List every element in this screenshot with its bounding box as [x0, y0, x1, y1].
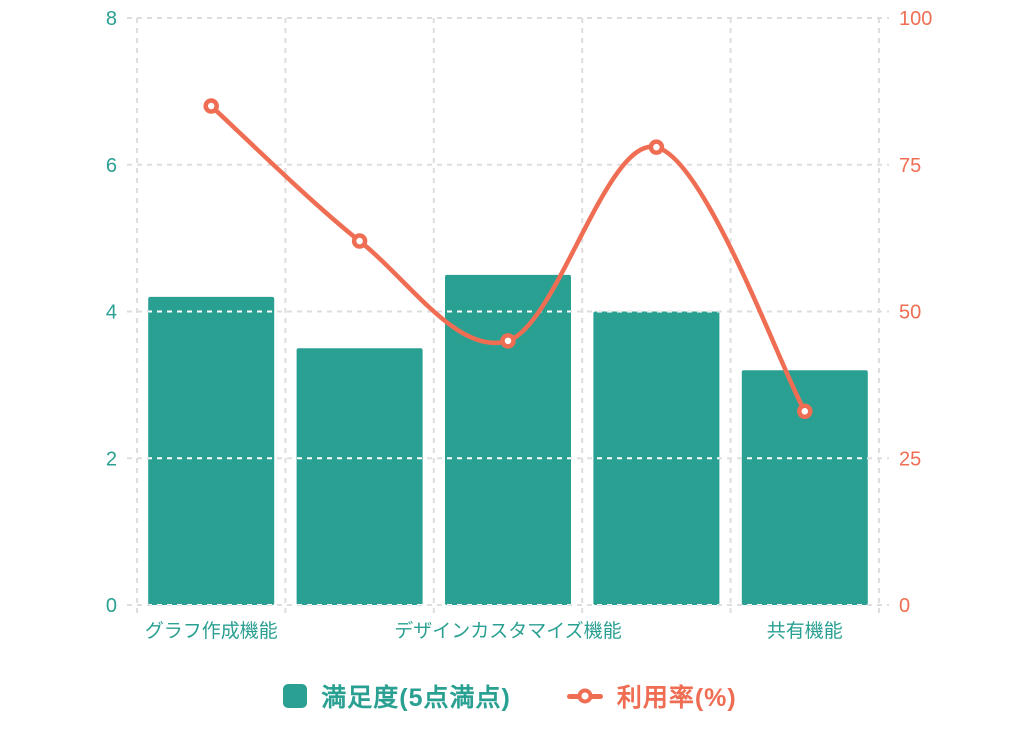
bar-0: [148, 296, 275, 605]
y-axis-left-tick-label: 0: [106, 595, 117, 617]
y-axis-left-tick-label: 8: [106, 8, 117, 30]
line-point-3: [648, 139, 665, 155]
bar-series-swatch-icon: [283, 684, 308, 708]
y-axis-right-tick-label: 25: [899, 448, 921, 470]
line-series: [208, 103, 808, 414]
legend-label-satisfaction: 満足度(5点満点): [321, 684, 511, 712]
x-axis-category-label: デザインカスタマイズ機能: [394, 620, 621, 642]
y-axis-left-tick-label: 4: [106, 302, 117, 324]
legend-label-usage-rate: 利用率(%): [616, 684, 737, 712]
gridlines-over-bars: [148, 310, 868, 606]
bar-2: [445, 274, 571, 605]
line-point-2: [500, 333, 516, 349]
bar-3: [593, 311, 720, 605]
x-axis-category-label: グラフ作成機能: [145, 620, 278, 642]
bar-series: [148, 274, 868, 605]
line-point-4: [797, 403, 813, 420]
line-point-icon: [577, 688, 593, 704]
bar-4: [741, 370, 868, 605]
line-series-marker-icon: [566, 688, 603, 704]
legend-item-satisfaction: 満足度(5点満点): [283, 678, 511, 714]
y-axis-right-tick-label: 75: [899, 155, 921, 177]
bar-1: [296, 348, 423, 605]
legend: 満足度(5点満点) 利用率(%): [0, 678, 1020, 714]
y-axis-right-tick-label: 100: [899, 8, 932, 30]
line-point-0: [203, 98, 219, 114]
legend-item-usage-rate: 利用率(%): [566, 678, 737, 714]
y-axis-left-tick-label: 6: [106, 155, 117, 177]
y-axis-left-tick-label: 2: [106, 448, 117, 470]
x-axis-category-label: 共有機能: [767, 620, 843, 642]
y-axis-right-tick-label: 50: [899, 302, 921, 324]
y-axis-right-tick-label: 0: [899, 595, 910, 617]
line-point-1: [351, 233, 368, 249]
